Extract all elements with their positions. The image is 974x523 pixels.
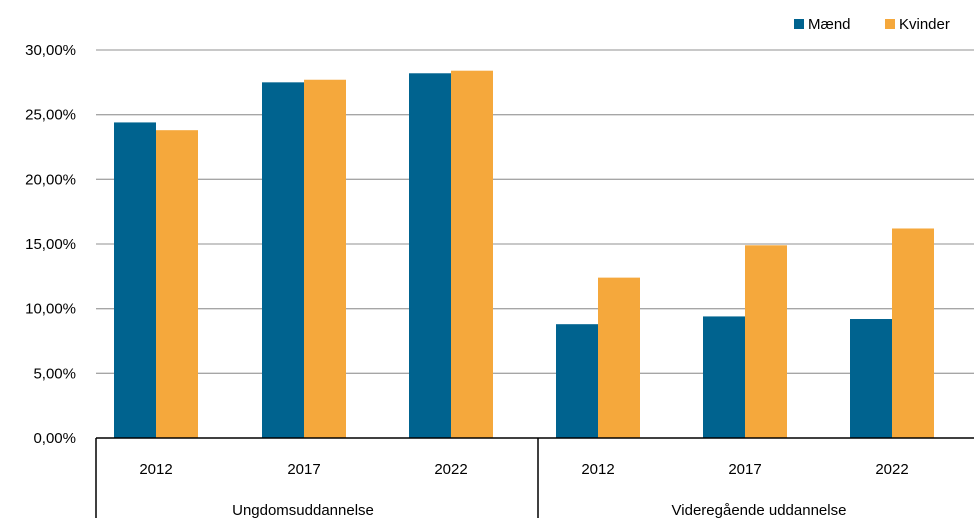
bar-maend [114, 122, 156, 438]
y-tick-label: 25,00% [25, 107, 76, 124]
group-label: Ungdomsuddannelse [232, 502, 374, 518]
legend: Mænd Kvinder [794, 16, 950, 33]
x-tick-labels: 2012 2017 2022 Ungdomsuddannelse 2012 2017 202… [139, 461, 908, 519]
y-tick-label: 0,00% [33, 430, 76, 447]
axes [95, 437, 974, 518]
group-label: Videregående uddannelse [672, 502, 847, 518]
bar-kvinder [451, 70, 493, 439]
bar-maend [703, 316, 745, 438]
legend-label: Mænd [808, 16, 851, 33]
y-tick-labels: 0,00% 5,00% 10,00% 15,00% 20,00% 25,00% 30,00% [25, 42, 76, 447]
legend-swatch [885, 19, 895, 29]
legend-swatch [794, 19, 804, 29]
x-tick-label: 2017 [287, 461, 320, 478]
y-tick-label: 5,00% [33, 365, 76, 382]
x-tick-label: 2012 [139, 461, 172, 478]
bar-kvinder [304, 79, 346, 438]
bar-kvinder [745, 245, 787, 438]
legend-label: Kvinder [899, 16, 950, 33]
bar-maend [556, 324, 598, 438]
y-tick-label: 10,00% [25, 301, 76, 318]
y-tick-label: 30,00% [25, 42, 76, 59]
bars [114, 70, 934, 439]
x-tick-label: 2022 [875, 461, 908, 478]
x-tick-label: 2022 [434, 461, 467, 478]
x-tick-label: 2012 [581, 461, 614, 478]
bar-kvinder [598, 277, 640, 438]
bar-kvinder [892, 228, 934, 438]
bar-kvinder [156, 130, 198, 439]
bar-maend [409, 73, 451, 438]
gridlines [96, 49, 974, 374]
x-tick-label: 2017 [728, 461, 761, 478]
bar-maend [262, 82, 304, 438]
y-tick-label: 20,00% [25, 171, 76, 188]
bar-maend [850, 319, 892, 438]
y-tick-label: 15,00% [25, 236, 76, 253]
